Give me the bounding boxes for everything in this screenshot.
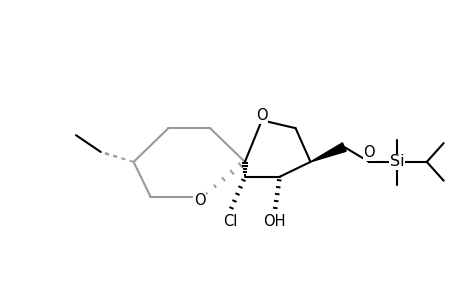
Text: O: O: [194, 193, 205, 208]
Text: O: O: [363, 145, 374, 160]
Text: OH: OH: [263, 214, 285, 229]
Text: O: O: [256, 108, 267, 123]
Polygon shape: [310, 143, 345, 162]
Text: Si: Si: [389, 154, 403, 169]
Text: Cl: Cl: [222, 214, 237, 229]
